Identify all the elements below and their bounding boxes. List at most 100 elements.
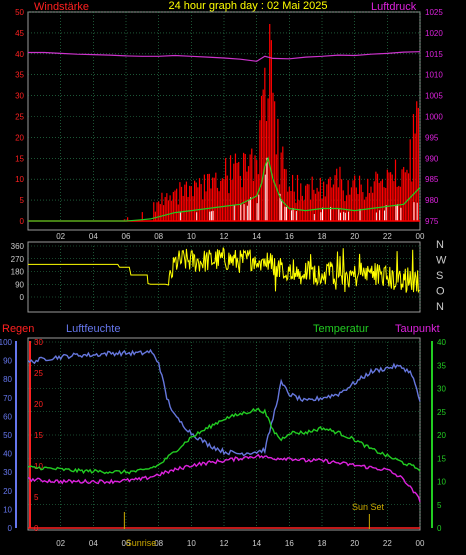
climate-time-label: 20 [350, 539, 359, 548]
climate-time-label: 10 [187, 539, 196, 548]
pressure-axis-labels: 975 980 985 990 995 1000 1005 1010 1015 1020 1025 [425, 8, 443, 226]
pressure-tick-label: 985 [425, 175, 439, 184]
pressure-line [28, 51, 421, 62]
wind-direction-line [28, 247, 420, 294]
wind-time-label: 06 [122, 232, 131, 241]
humidity-tick-label: 90 [3, 357, 12, 366]
temperature-tick-label: 20 [437, 431, 446, 440]
climate-time-label: 18 [318, 539, 327, 548]
humidity-tick-label: 70 [3, 394, 12, 403]
climate-time-label: 02 [56, 539, 65, 548]
wind-tick-label: 15 [15, 154, 24, 163]
rain-tick-label: 20 [34, 400, 43, 409]
wind-tick-label: 35 [15, 71, 24, 80]
rain-tick-label: 30 [34, 338, 43, 347]
compass-label: W [436, 255, 447, 267]
pressure-tick-label: 1025 [425, 8, 443, 17]
temperature-tick-label: 15 [437, 454, 446, 463]
wind-time-label: 00 [416, 232, 425, 241]
taupunkt-label: Taupunkt [395, 323, 440, 335]
humidity-axis-labels: 0 10 20 30 40 50 60 70 80 90 100 [0, 338, 13, 533]
climate-time-label: 00 [416, 539, 425, 548]
pressure-tick-label: 1020 [425, 29, 443, 38]
wind-time-label: 20 [350, 232, 359, 241]
humidity-tick-label: 10 [3, 505, 12, 514]
humidity-tick-label: 20 [3, 487, 12, 496]
humidity-tick-label: 100 [0, 338, 13, 347]
luftdruck-label: Luftdruck [371, 1, 417, 13]
humidity-tick-label: 80 [3, 375, 12, 384]
climate-panel-frame [27, 337, 421, 531]
pressure-tick-label: 990 [425, 154, 439, 163]
wind-time-label: 12 [220, 232, 229, 241]
temperature-tick-label: 40 [437, 338, 446, 347]
wind-time-label: 18 [318, 232, 327, 241]
humidity-tick-label: 0 [8, 524, 13, 533]
compass-label: N [436, 301, 444, 313]
pressure-tick-label: 1010 [425, 71, 443, 80]
temperature-tick-label: 35 [437, 361, 446, 370]
temperature-tick-label: 30 [437, 385, 446, 394]
climate-panel-time-labels: 02 04 06 08 10 12 14 16 18 20 22 00 [56, 539, 425, 548]
wind-time-label: 14 [252, 232, 261, 241]
wind-panel-time-labels: 02 04 06 08 10 12 14 16 18 20 22 00 [56, 232, 425, 241]
wind-time-label: 02 [56, 232, 65, 241]
temperature-tick-label: 25 [437, 408, 446, 417]
wind-time-label: 04 [89, 232, 98, 241]
direction-tick-label: 90 [15, 280, 24, 289]
dewpoint-line [27, 453, 421, 503]
direction-degree-labels: 360 270 180 90 0 [11, 242, 25, 302]
pressure-tick-label: 1015 [425, 50, 443, 59]
humidity-tick-label: 40 [3, 450, 12, 459]
climate-time-label: 16 [285, 539, 294, 548]
wind-tick-label: 5 [20, 196, 25, 205]
wind-tick-label: 50 [15, 8, 24, 17]
temperature-tick-label: 5 [437, 501, 442, 510]
climate-time-label: 08 [154, 539, 163, 548]
humidity-tick-label: 50 [3, 431, 12, 440]
rain-tick-label: 25 [34, 369, 43, 378]
pressure-tick-label: 1000 [425, 113, 443, 122]
rain-tick-label: 15 [34, 431, 43, 440]
climate-time-label: 12 [220, 539, 229, 548]
direction-panel-grid [28, 245, 421, 312]
wind-tick-label: 20 [15, 133, 24, 142]
temperature-tick-label: 10 [437, 478, 446, 487]
compass-label: N [436, 239, 444, 251]
wind-tick-label: 25 [15, 113, 24, 122]
temperature-tick-label: 0 [437, 524, 442, 533]
windstaerke-label: Windstärke [34, 1, 89, 13]
wind-tick-label: 30 [15, 92, 24, 101]
luftfeuchte-label: Luftfeuchte [66, 323, 120, 335]
pressure-tick-label: 1005 [425, 92, 443, 101]
rain-tick-label: 5 [34, 493, 39, 502]
direction-tick-label: 360 [11, 242, 25, 251]
climate-panel: 0 10 20 30 40 50 60 70 80 90 100 0 5 10 15 20 25 30 0 5 10… [0, 337, 446, 548]
rain-tick-label: 10 [34, 462, 43, 471]
direction-tick-label: 270 [11, 255, 25, 264]
humidity-line [27, 348, 421, 457]
wind-tick-label: 0 [20, 217, 25, 226]
wind-axis-labels: 0 5 10 15 20 25 30 35 40 45 50 [15, 8, 24, 226]
regen-label: Regen [2, 323, 34, 335]
wind-time-label: 08 [154, 232, 163, 241]
sunset-label: Sun Set [352, 502, 385, 512]
wind-gust-bars [28, 23, 420, 222]
compass-label: S [436, 270, 443, 282]
humidity-tick-label: 30 [3, 468, 12, 477]
pressure-tick-label: 980 [425, 196, 439, 205]
sunrise-label: Sunrise [126, 538, 157, 548]
pressure-tick-label: 995 [425, 133, 439, 142]
climate-time-label: 14 [252, 539, 261, 548]
wind-tick-label: 40 [15, 50, 24, 59]
wind-time-label: 22 [383, 232, 392, 241]
direction-tick-label: 0 [20, 293, 25, 302]
pressure-tick-label: 975 [425, 217, 439, 226]
wind-time-label: 10 [187, 232, 196, 241]
wind-tick-label: 10 [15, 175, 24, 184]
graph-title: 24 hour graph day : 02 Mai 2025 [168, 0, 327, 12]
